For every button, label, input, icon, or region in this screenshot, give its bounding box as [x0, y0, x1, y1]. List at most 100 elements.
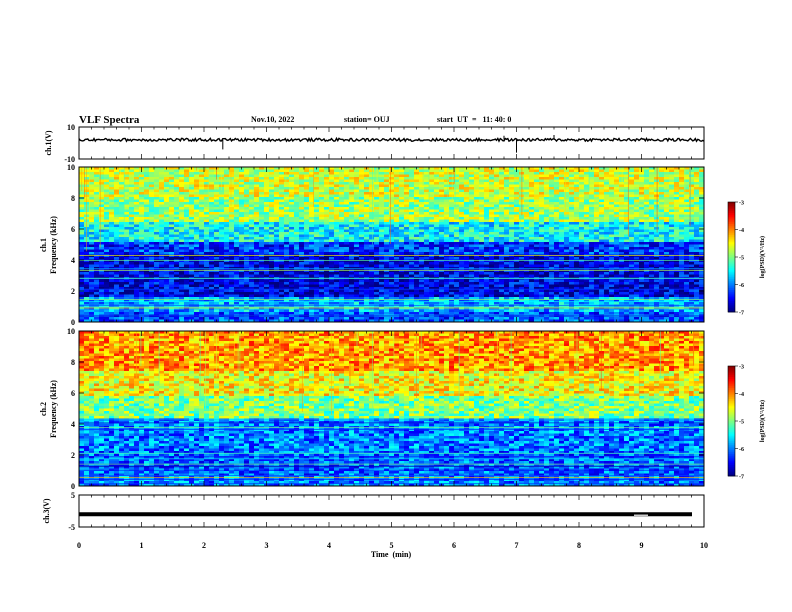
spectrogram-cell	[594, 257, 600, 260]
spectrogram-cell	[694, 212, 700, 215]
spectrogram-cell	[639, 177, 645, 180]
spectrogram-cell	[174, 167, 180, 170]
spectrogram-cell	[379, 182, 385, 185]
spectrogram-cell	[614, 234, 620, 238]
spectrogram-cell	[344, 189, 350, 193]
spectrogram-cell	[419, 244, 425, 248]
spectrogram-cell	[304, 262, 310, 265]
spectrogram-cell	[459, 197, 465, 200]
spectrogram-cell	[89, 197, 95, 200]
spectrogram-cell	[579, 207, 585, 210]
spectrogram-cell	[524, 219, 530, 223]
spectrogram-cell	[529, 172, 535, 175]
spectrogram-cell	[499, 227, 505, 230]
spectrogram-cell	[369, 179, 375, 183]
spectrogram-cell	[599, 179, 605, 183]
spectrogram-cell	[369, 174, 375, 178]
spectrogram-cell	[649, 197, 655, 200]
spectrogram-cell	[469, 249, 475, 253]
spectrogram-cell	[254, 214, 260, 218]
spectrogram-cell	[359, 182, 365, 185]
spectrogram-cell	[599, 177, 605, 180]
spectrogram-cell	[349, 167, 355, 170]
spectrogram-cell	[204, 214, 210, 218]
spectrogram-cell	[454, 174, 460, 178]
spectrogram-cell	[524, 194, 530, 198]
spectrogram-cell	[499, 212, 505, 215]
spectrogram-cell	[199, 219, 205, 223]
spectrogram-cell	[669, 214, 675, 218]
spectrogram-cell	[474, 199, 480, 203]
spectrogram-cell	[319, 244, 325, 248]
spectrogram-cell	[419, 212, 425, 215]
spectrogram-cell	[349, 192, 355, 195]
spectrogram-cell	[199, 249, 205, 253]
spectrogram-cell	[194, 254, 200, 258]
spectrogram-cell	[404, 212, 410, 215]
spectrogram-cell	[284, 222, 290, 225]
spectrogram-cell	[289, 189, 295, 193]
spectrogram-cell	[264, 232, 270, 235]
spectrogram-cell	[374, 174, 380, 178]
spectrogram-cell	[529, 242, 535, 245]
spectrogram-cell	[644, 174, 650, 178]
spectrogram-cell	[234, 169, 240, 173]
spectrogram-cell	[279, 182, 285, 185]
spectrogram-cell	[389, 222, 395, 225]
spectrogram-cell	[209, 239, 215, 243]
spectrogram-cell	[234, 264, 240, 268]
spectrogram-cell	[184, 217, 190, 220]
spectrogram-cell	[644, 204, 650, 208]
spectrogram-cell	[609, 182, 615, 185]
spectrogram-cell	[309, 224, 315, 228]
spectrogram-cell	[529, 257, 535, 260]
spectrogram-cell	[414, 229, 420, 233]
spectrogram-cell	[349, 239, 355, 243]
spectrogram-cell	[329, 184, 335, 188]
spectrogram-cell	[154, 172, 160, 175]
spectrogram-cell	[689, 202, 695, 205]
spectrogram-cell	[199, 247, 205, 250]
spectrogram-cell	[109, 167, 115, 170]
spectrogram-cell	[164, 199, 170, 203]
spectrogram-cell	[369, 187, 375, 190]
spectrogram-cell	[124, 192, 130, 195]
spectrogram-cell	[589, 192, 595, 195]
spectrogram-cell	[489, 232, 495, 235]
spectrogram-cell	[639, 199, 645, 203]
spectrogram-cell	[629, 182, 635, 185]
spectrogram-cell	[109, 242, 115, 245]
spectrogram-cell	[279, 184, 285, 188]
spectrogram-cell	[249, 264, 255, 268]
spectrogram-cell	[324, 229, 330, 233]
spectrogram-cell	[549, 219, 555, 223]
spectrogram-cell	[104, 247, 110, 250]
spectrogram-cell	[284, 212, 290, 215]
spectrogram-cell	[454, 214, 460, 218]
spectrogram-cell	[159, 207, 165, 210]
spectrogram-cell	[434, 179, 440, 183]
spectrogram-cell	[99, 242, 105, 245]
spectrogram-cell	[119, 242, 125, 245]
spectrogram-cell	[234, 242, 240, 245]
spectrogram-cell	[624, 177, 630, 180]
spectrogram-cell	[299, 184, 305, 188]
spectrogram-cell	[359, 249, 365, 253]
spectrogram-cell	[554, 184, 560, 188]
spectrogram-cell	[154, 234, 160, 238]
spectrogram-cell	[84, 254, 90, 258]
spectrogram-cell	[339, 257, 345, 260]
spectrogram-cell	[184, 202, 190, 205]
spectrogram-cell	[414, 214, 420, 218]
spectrogram-cell	[129, 204, 135, 208]
spectrogram-cell	[544, 249, 550, 253]
spectrogram-cell	[499, 244, 505, 248]
spectrogram-cell	[214, 182, 220, 185]
spectrogram-cell	[264, 224, 270, 228]
spectrogram-cell	[659, 187, 665, 190]
spectrogram-cell	[509, 242, 515, 245]
spectrogram-cell	[384, 217, 390, 220]
spectrogram-cell	[554, 194, 560, 198]
spectrogram-cell	[269, 197, 275, 200]
spectrogram-cell	[439, 177, 445, 180]
